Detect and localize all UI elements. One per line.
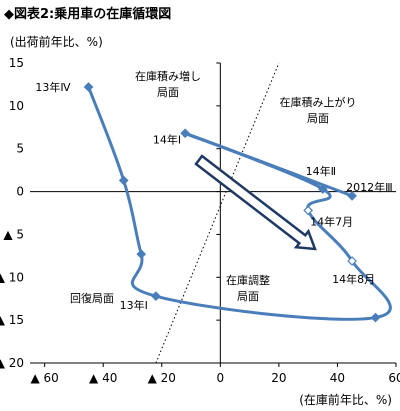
data-point-marker (180, 128, 191, 139)
data-point-marker (370, 312, 381, 323)
x-tick-label: 40 (330, 371, 345, 385)
x-tick-label: 60 (388, 371, 400, 385)
data-point-marker (317, 184, 328, 194)
y-tick-label: 0 (16, 185, 24, 199)
data-point-marker (136, 249, 147, 259)
phase-label: 回復局面 (70, 292, 114, 305)
phase-label: 在庫積み増し (135, 69, 201, 83)
data-point-marker (303, 205, 314, 216)
data-point-marker (347, 256, 357, 266)
y-tick-label: 15 (9, 56, 24, 70)
data-point-label: 14年8月 (332, 272, 375, 286)
y-tick-label: ▲ 20 (0, 356, 24, 370)
x-axis-label: (在庫前年比、%) (299, 393, 392, 407)
y-tick-label: ▲ 5 (3, 227, 24, 241)
cycle-line (87, 86, 392, 321)
y-tick-label: 10 (9, 99, 24, 113)
x-tick-label: ▲ 20 (148, 371, 176, 385)
trend-arrow (194, 154, 317, 251)
data-point-marker (151, 291, 161, 301)
phase-label: 在庫調整 (226, 273, 270, 287)
data-point-label: 14年Ⅰ (153, 132, 181, 146)
x-tick-label: 0 (216, 371, 224, 385)
y-tick-label: ▲ 15 (0, 313, 24, 327)
data-point-label: 14年7月 (310, 214, 353, 228)
phase-label: 在庫積み上がり (280, 95, 357, 109)
y-tick-label: ▲ 10 (0, 270, 24, 284)
x-tick-label: ▲ 40 (89, 371, 117, 385)
y-axis-label: (出荷前年比、%) (10, 35, 103, 49)
data-point-label: 14年Ⅱ (306, 164, 336, 178)
x-tick-label: 20 (271, 371, 286, 385)
data-point-marker (118, 175, 129, 186)
phase-label: 局面 (307, 112, 329, 125)
y-tick-label: 5 (16, 142, 24, 156)
data-point-label: 13年Ⅳ (35, 80, 71, 94)
data-point-marker (347, 191, 357, 201)
data-point-label: 13年Ⅰ (120, 298, 148, 312)
data-point-label: 2012年Ⅲ (346, 180, 393, 194)
x-tick-label: ▲ 60 (30, 371, 58, 385)
phase-label: 局面 (157, 86, 179, 99)
data-point-marker (83, 82, 94, 92)
phase-label: 局面 (237, 290, 259, 303)
chart-title: ◆図表2:乗用車の在庫循環図 (4, 7, 172, 22)
